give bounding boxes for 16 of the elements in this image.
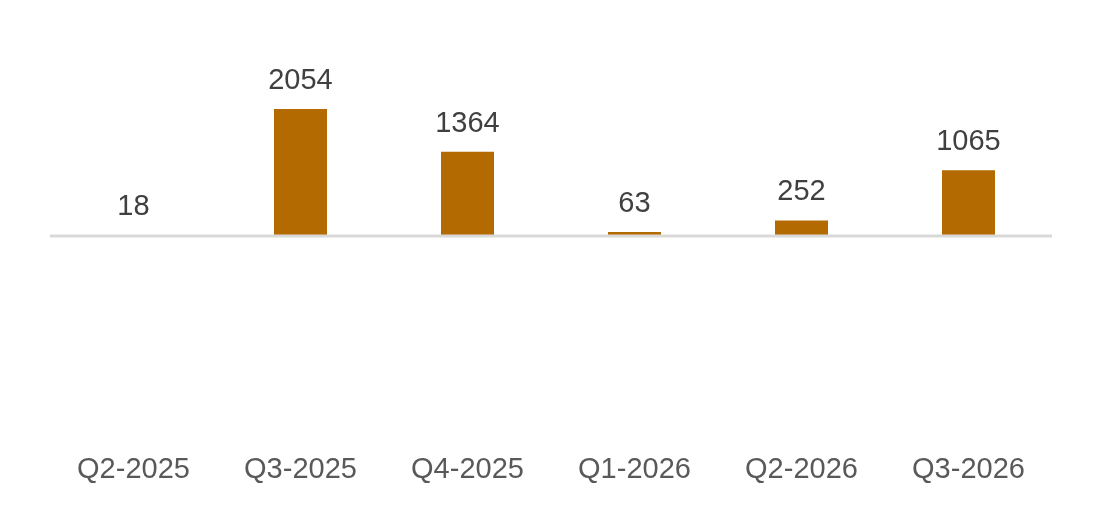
bar bbox=[274, 109, 327, 236]
x-tick-label: Q2-2025 bbox=[77, 452, 190, 484]
x-tick-label: Q1-2026 bbox=[578, 452, 691, 484]
data-label: 63 bbox=[618, 186, 651, 219]
x-tick-label: Q3-2025 bbox=[244, 452, 357, 484]
x-tick-label: Q2-2026 bbox=[745, 452, 858, 484]
x-tick-label: Q4-2025 bbox=[411, 452, 524, 484]
x-tick-label: Q3-2026 bbox=[912, 452, 1025, 484]
data-label: 252 bbox=[777, 174, 826, 207]
data-label: 1364 bbox=[435, 105, 500, 138]
data-label: 2054 bbox=[268, 63, 333, 95]
bar bbox=[775, 220, 828, 236]
data-label: 1065 bbox=[936, 124, 1001, 157]
bar bbox=[441, 151, 494, 236]
bar bbox=[942, 170, 995, 236]
data-label: 18 bbox=[117, 188, 150, 221]
